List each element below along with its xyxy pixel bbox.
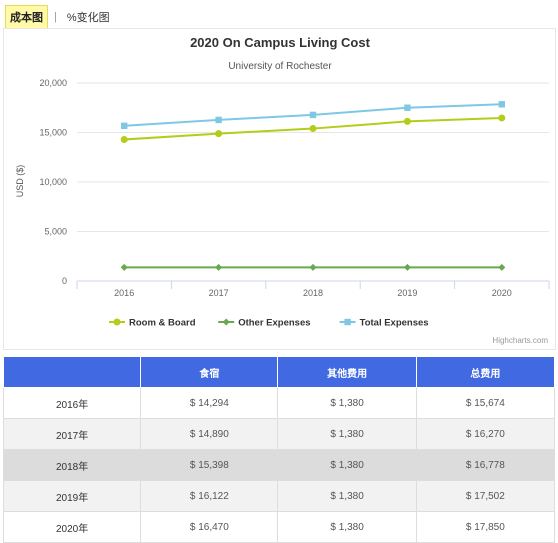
data-point-other-expenses — [498, 263, 506, 271]
legend-item-other-expenses[interactable]: Other Expenses — [218, 318, 311, 329]
x-tick-label: 2019 — [397, 288, 417, 298]
table-cell-year: 2020年 — [2, 511, 142, 543]
data-point-total-expenses — [404, 104, 411, 111]
data-point-room-board — [120, 135, 128, 143]
table-cell: $ 1,380 — [277, 418, 417, 450]
y-tick-label: 5,000 — [44, 227, 67, 237]
table-cell: $ 1,380 — [277, 449, 417, 481]
legend-label: Other Expenses — [238, 318, 310, 329]
data-point-other-expenses — [120, 263, 128, 271]
x-tick-label: 2018 — [303, 288, 323, 298]
legend-item-total-expenses[interactable]: Total Expenses — [339, 318, 429, 329]
y-tick-label: 10,000 — [39, 177, 67, 187]
table-cell: $ 16,122 — [140, 480, 279, 512]
table-cell: $ 16,778 — [415, 449, 556, 481]
table-cell: $ 16,270 — [415, 418, 556, 450]
y-axis-label: USD ($) — [15, 165, 25, 198]
table-cell: $ 14,890 — [140, 418, 279, 450]
x-tick-label: 2020 — [492, 288, 512, 298]
chart-title: 2020 On Campus Living Cost — [190, 35, 371, 50]
table-cell: $ 17,850 — [415, 511, 556, 543]
table-cell: $ 14,294 — [140, 387, 279, 419]
table-cell: $ 15,674 — [415, 387, 556, 419]
chart-container: 0 5,000 10,000 15,000 20,000 2016 2017 2018 2019… — [3, 28, 556, 350]
table-cell-year: 2016年 — [2, 387, 142, 419]
data-point-total-expenses — [309, 111, 317, 119]
tab-percent-change-chart[interactable]: %变化图 — [66, 12, 110, 24]
table-cell: $ 17,502 — [415, 480, 556, 512]
x-tick-label: 2016 — [114, 288, 134, 298]
legend-label: Total Expenses — [360, 318, 429, 329]
y-tick-label: 0 — [62, 276, 67, 286]
data-point-total-expenses — [121, 122, 128, 130]
line-chart: 0 5,000 10,000 15,000 20,000 2016 2017 2018 2019… — [15, 35, 550, 345]
table-cell-year: 2018年 — [2, 449, 142, 481]
data-point-other-expenses — [403, 263, 411, 271]
table-cell: $ 1,380 — [277, 387, 417, 419]
legend-marker — [113, 318, 121, 326]
table-header-cell: 总费用 — [415, 356, 556, 388]
data-point-other-expenses — [215, 263, 223, 271]
legend-item-room-board[interactable]: Room & Board — [109, 318, 196, 329]
table-cell: $ 15,398 — [140, 449, 279, 481]
data-point-room-board — [309, 125, 317, 133]
x-tick-label: 2017 — [209, 288, 229, 298]
chart-credits[interactable]: Highcharts.com — [492, 336, 548, 345]
y-tick-label: 20,000 — [39, 78, 67, 88]
data-point-room-board — [403, 117, 411, 125]
table-cell: $ 1,380 — [277, 511, 417, 543]
table-cell-year: 2017年 — [2, 418, 142, 450]
chart-tabs: 成本图 | %变化图 — [5, 5, 114, 29]
table-row: 2019年 $ 16,122 $ 1,380 $ 17,502 — [2, 480, 556, 512]
legend-marker — [222, 318, 230, 326]
legend-label: Room & Board — [129, 318, 196, 329]
data-point-other-expenses — [309, 263, 317, 271]
table-header-cell: 其他费用 — [277, 356, 417, 388]
data-point-room-board — [215, 130, 223, 138]
data-point-room-board — [498, 114, 506, 122]
data-point-total-expenses — [498, 101, 505, 108]
table-row: 2020年 $ 16,470 $ 1,380 $ 17,850 — [2, 511, 556, 543]
cost-table: 食宿 其他费用 总费用 2016年 $ 14,294 $ 1,380 $ 15,… — [2, 356, 556, 543]
data-point-total-expenses — [215, 116, 222, 124]
table-header-cell — [2, 356, 142, 388]
tab-separator: | — [54, 11, 57, 23]
legend-marker — [344, 318, 351, 326]
table-row: 2016年 $ 14,294 $ 1,380 $ 15,674 — [2, 387, 556, 419]
chart-subtitle: University of Rochester — [228, 61, 332, 72]
table-cell: $ 16,470 — [140, 511, 279, 543]
table-row: 2017年 $ 14,890 $ 1,380 $ 16,270 — [2, 418, 556, 450]
table-cell-year: 2019年 — [2, 480, 142, 512]
table-cell: $ 1,380 — [277, 480, 417, 512]
table-header-cell: 食宿 — [140, 356, 279, 388]
table-row: 2018年 $ 15,398 $ 1,380 $ 16,778 — [2, 449, 556, 481]
table-header-row: 食宿 其他费用 总费用 — [2, 356, 556, 388]
y-tick-label: 15,000 — [39, 128, 67, 138]
tab-cost-chart[interactable]: 成本图 — [5, 5, 48, 29]
